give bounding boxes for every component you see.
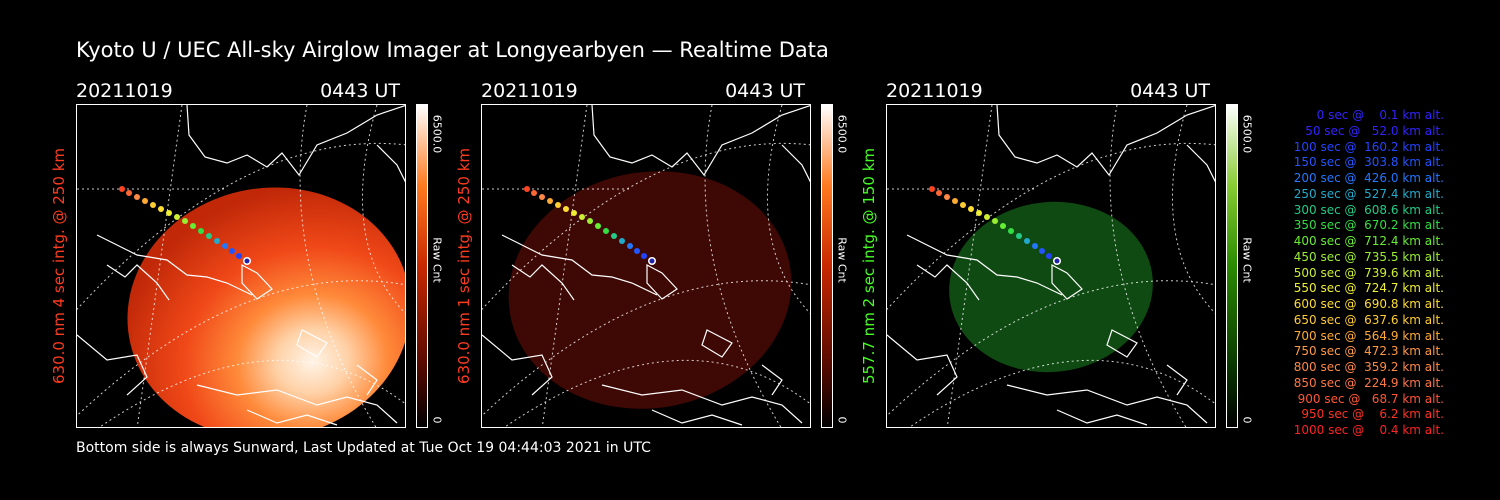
colorbar-min: 0 <box>430 416 444 424</box>
colorbar-max: 6500.0 <box>1240 114 1254 154</box>
panel-ylabel: 557.7 nm 2 sec intg. @ 150 km <box>860 147 878 385</box>
panel-date: 20211019 <box>76 80 173 102</box>
legend-entry: 650 sec @ 637.6 km alt. <box>1289 312 1444 327</box>
legend-entry: 850 sec @ 224.9 km alt. <box>1289 375 1444 390</box>
legend-entry: 150 sec @ 303.8 km alt. <box>1289 155 1444 170</box>
colorbar <box>1226 104 1238 428</box>
panel-630nm-4sec: 20211019 0443 UT 630.0 nm 4 sec intg. @ … <box>50 80 476 440</box>
legend-entry: 1000 sec @ 0.4 km alt. <box>1293 423 1444 437</box>
panel-time: 0443 UT <box>725 80 805 102</box>
panel-date: 20211019 <box>481 80 578 102</box>
legend-entry: 250 sec @ 527.4 km alt. <box>1289 186 1444 201</box>
allsky-image-630-1s <box>481 104 811 428</box>
colorbar-min: 0 <box>1240 416 1254 424</box>
legend-entry: 400 sec @ 712.4 km alt. <box>1289 234 1444 248</box>
colorbar <box>821 104 833 428</box>
panel-ylabel: 630.0 nm 1 sec intg. @ 250 km <box>455 147 473 385</box>
legend-entry: 200 sec @ 426.0 km alt. <box>1289 171 1444 185</box>
panel-557nm-2sec: 20211019 0443 UT 557.7 nm 2 sec intg. @ … <box>860 80 1286 440</box>
legend-entry: 800 sec @ 359.2 km alt. <box>1289 360 1444 374</box>
page-title: Kyoto U / UEC All-sky Airglow Imager at … <box>76 38 829 62</box>
colorbar-label: Raw Cnt <box>430 237 444 283</box>
legend-entry: 100 sec @ 160.2 km alt. <box>1289 139 1444 154</box>
legend-entry: 900 sec @ 68.7 km alt. <box>1293 391 1444 406</box>
legend-entry: 300 sec @ 608.6 km alt. <box>1289 202 1444 217</box>
legend-entry: 600 sec @ 690.8 km alt. <box>1289 297 1444 311</box>
legend-entry: 750 sec @ 472.3 km alt. <box>1289 344 1444 359</box>
legend-entry: 550 sec @ 724.7 km alt. <box>1289 281 1444 296</box>
legend-entry: 0 sec @ 0.1 km alt. <box>1305 108 1444 122</box>
panel-time: 0443 UT <box>1130 80 1210 102</box>
colorbar <box>416 104 428 428</box>
panel-ylabel: 630.0 nm 4 sec intg. @ 250 km <box>50 147 68 385</box>
footer-status: Bottom side is always Sunward, Last Upda… <box>76 440 651 456</box>
colorbar-max: 6500.0 <box>430 114 444 154</box>
panel-date: 20211019 <box>886 80 983 102</box>
legend-entry: 450 sec @ 735.5 km alt. <box>1289 249 1444 264</box>
legend-entry: 500 sec @ 739.6 km alt. <box>1289 265 1444 280</box>
colorbar-label: Raw Cnt <box>835 237 849 283</box>
trajectory-legend: 0 sec @ 0.1 km alt. 50 sec @ 52.0 km alt… <box>1262 108 1444 439</box>
allsky-image-630-4s <box>76 104 406 428</box>
panel-time: 0443 UT <box>320 80 400 102</box>
legend-entry: 700 sec @ 564.9 km alt. <box>1289 328 1444 343</box>
legend-entry: 950 sec @ 6.2 km alt. <box>1297 407 1444 422</box>
colorbar-label: Raw Cnt <box>1240 237 1254 283</box>
panel-630nm-1sec: 20211019 0443 UT 630.0 nm 1 sec intg. @ … <box>455 80 881 440</box>
legend-entry: 50 sec @ 52.0 km alt. <box>1297 123 1444 138</box>
colorbar-min: 0 <box>835 416 849 424</box>
legend-entry: 350 sec @ 670.2 km alt. <box>1289 218 1444 233</box>
colorbar-max: 6500.0 <box>835 114 849 154</box>
allsky-image-557-2s <box>886 104 1216 428</box>
